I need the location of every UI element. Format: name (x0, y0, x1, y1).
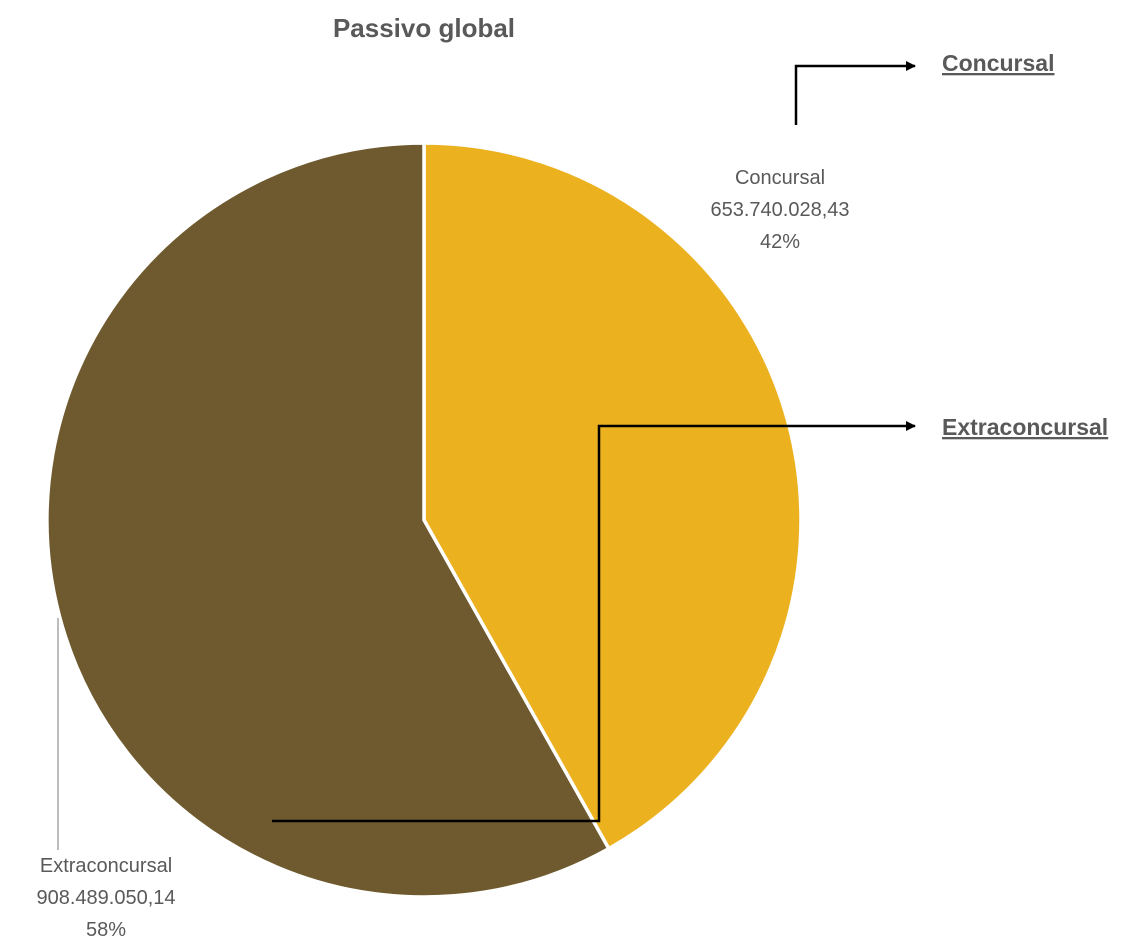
data-label-concursal-value: 653.740.028,43 (710, 199, 849, 221)
pie-slice-concursal (422, 141, 803, 851)
data-label-concursal: Concursal 653.740.028,43 42% (710, 167, 849, 253)
callout-arrow-extraconcursal (272, 421, 916, 823)
data-label-extraconcursal-value: 908.489.050,14 (36, 887, 175, 909)
data-label-extraconcursal: Extraconcursal 908.489.050,14 58% (36, 855, 175, 941)
callout-label-concursal[interactable]: Concursal (942, 50, 1054, 76)
data-label-extraconcursal-name: Extraconcursal (40, 855, 172, 877)
callout-label-extraconcursal[interactable]: Extraconcursal (942, 414, 1108, 440)
pie-slice-extraconcursal (45, 141, 611, 899)
data-label-concursal-percent: 42% (760, 231, 800, 253)
pie-slices (45, 141, 803, 899)
data-label-concursal-name: Concursal (735, 167, 825, 189)
chart-title: Passivo global (333, 13, 515, 43)
callout-arrow-concursal (794, 61, 916, 125)
data-label-extraconcursal-percent: 58% (86, 919, 126, 941)
